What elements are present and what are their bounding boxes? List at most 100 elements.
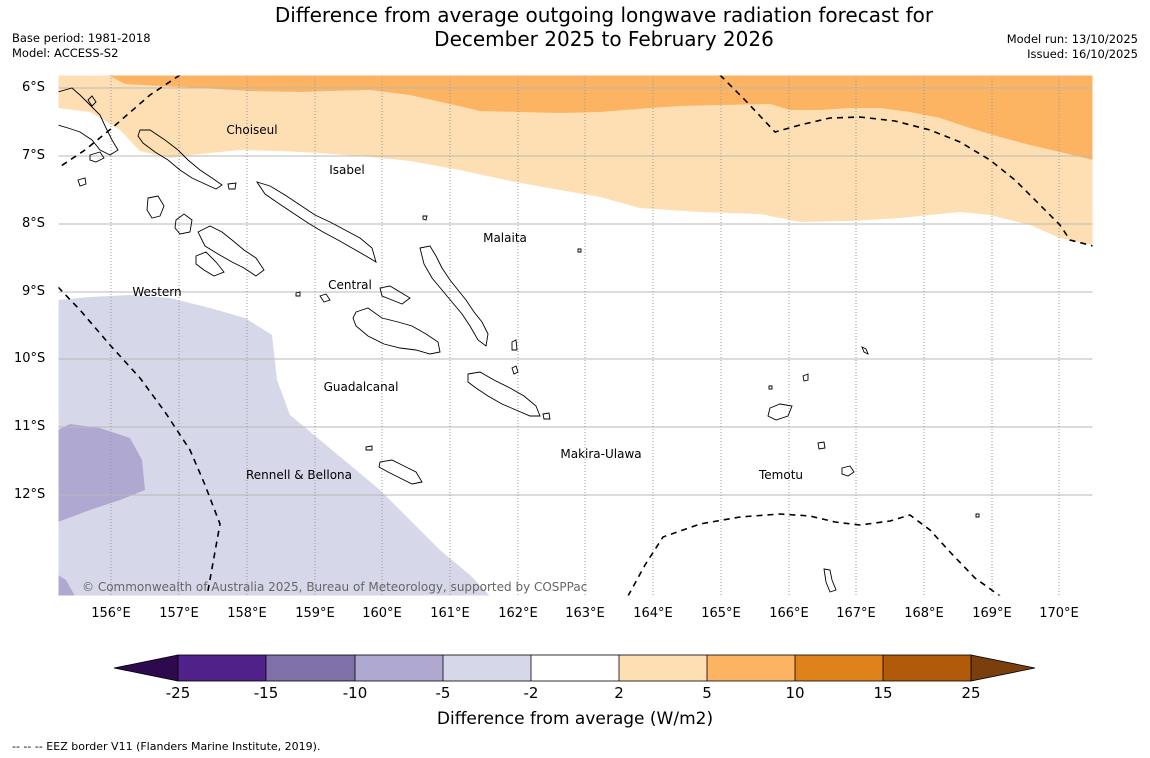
- lon-label: 167°E: [836, 606, 876, 621]
- lon-label: 165°E: [701, 606, 741, 621]
- colorbar-outline: [177, 654, 972, 682]
- colorbar-bin-8: [795, 655, 883, 681]
- copyright-notice: © Commonwealth of Australia 2025, Bureau…: [82, 580, 588, 594]
- lon-label: 158°E: [227, 606, 267, 621]
- lat-label: 7°S: [22, 148, 46, 163]
- colorbar-tick: 10: [785, 684, 805, 702]
- lon-label: 164°E: [633, 606, 673, 621]
- lon-label: 169°E: [972, 606, 1012, 621]
- island-ontong: [422, 215, 428, 221]
- lat-label: 10°S: [14, 351, 46, 366]
- island-vella-lavella: [146, 195, 165, 219]
- eez-borders: [58, 75, 1093, 596]
- region-label-western: Western: [132, 285, 182, 299]
- island-utupua: [817, 441, 826, 450]
- colorbar: [113, 654, 1036, 682]
- lat-label: 11°S: [14, 419, 46, 434]
- shade-negative-10-5: [58, 424, 145, 522]
- island-makira: [467, 371, 541, 417]
- region-label-isabel: Isabel: [329, 163, 365, 177]
- title-line-1: Difference from average outgoing longwav…: [274, 3, 934, 27]
- island-florida: [379, 285, 411, 305]
- lon-label: 157°E: [159, 606, 199, 621]
- island-reef: [802, 373, 809, 382]
- lon-label: 159°E: [295, 606, 335, 621]
- shade-positive-2-5: [58, 75, 1093, 245]
- island-shortlands-2: [77, 177, 87, 187]
- region-label-temotu: Temotu: [758, 468, 804, 482]
- island-kolombangara: [174, 213, 193, 235]
- island-bellona: [365, 445, 373, 451]
- island-guadalcanal: [352, 307, 441, 355]
- colorbar-tick: 2: [614, 684, 624, 702]
- colorbar-tick: -15: [253, 684, 279, 702]
- region-label-central: Central: [328, 278, 372, 292]
- title-line-2: December 2025 to February 2026: [434, 27, 774, 51]
- model-name: Model: ACCESS-S2: [12, 46, 119, 60]
- island-anuta: [975, 513, 980, 518]
- island-bougainville: [58, 87, 119, 156]
- region-label-malaita: Malaita: [483, 231, 527, 245]
- colorbar-tick: 15: [873, 684, 893, 702]
- island-tinakula: [768, 385, 773, 390]
- lon-label: 162°E: [498, 606, 538, 621]
- lon-label: 170°E: [1039, 606, 1079, 621]
- island-vangunu: [195, 251, 225, 277]
- region-label-guadalcanal: Guadalcanal: [323, 380, 399, 394]
- island-choiseul-small: [227, 182, 237, 190]
- lat-label: 12°S: [14, 487, 46, 502]
- island-buka: [87, 95, 97, 107]
- lon-label: 161°E: [430, 606, 470, 621]
- issued-date: Issued: 16/10/2025: [1027, 47, 1138, 61]
- colorbar-bin-3: [355, 655, 443, 681]
- shade-negative-corner: [58, 575, 75, 596]
- island-russell: [295, 291, 301, 297]
- island-new-georgia: [197, 225, 265, 277]
- colorbar-bin-9: [883, 655, 971, 681]
- shade-negative-5-2: [58, 295, 490, 596]
- island-choiseul: [137, 129, 223, 190]
- colorbar-bin-2: [266, 655, 355, 681]
- lat-gridlines: [58, 87, 1093, 496]
- colorbar-bin-5: [531, 655, 619, 681]
- colorbar-tick: -10: [342, 684, 368, 702]
- island-shortlands: [89, 151, 105, 163]
- map-title: Difference from average outgoing longwav…: [0, 3, 1150, 51]
- model-run: Model run: 13/10/2025: [1006, 32, 1138, 46]
- colorbar-bin-4: [443, 655, 531, 681]
- island-santa-ana: [542, 412, 551, 420]
- colorbar-bin-1: [178, 655, 266, 681]
- lon-label: 163°E: [565, 606, 605, 621]
- island-isabel: [255, 181, 377, 263]
- island-vanikoro: [841, 465, 855, 477]
- lat-label: 8°S: [22, 216, 46, 231]
- meta-left: Base period: 1981-2018 Model: ACCESS-S2: [12, 31, 151, 61]
- lat-label: 9°S: [22, 284, 46, 299]
- region-label-rennell-bellona: Rennell & Bellona: [245, 468, 353, 482]
- colorbar-bin-6: [619, 655, 707, 681]
- island-savo: [319, 293, 331, 303]
- colorbar-over-triangle: [970, 654, 1036, 682]
- island-sikaiana: [577, 248, 582, 253]
- island-tikopia: [823, 568, 837, 593]
- colorbar-tick: -5: [435, 684, 451, 702]
- island-small-malaita: [511, 339, 518, 351]
- lon-label: 156°E: [91, 606, 131, 621]
- eez-legend-note: -- -- -- EEZ border V11 (Flanders Marine…: [12, 740, 321, 753]
- map-frame: [57, 74, 1094, 597]
- lon-label: 166°E: [769, 606, 809, 621]
- island-malaita: [419, 245, 489, 347]
- colorbar-tick: 25: [961, 684, 981, 702]
- lon-label: 160°E: [362, 606, 402, 621]
- base-period: Base period: 1981-2018: [12, 31, 151, 45]
- colorbar-tick: -25: [165, 684, 191, 702]
- island-duff: [861, 346, 869, 355]
- colorbar-bin-7: [707, 655, 795, 681]
- colorbar-label: Difference from average (W/m2): [436, 709, 714, 729]
- lat-label: 6°S: [22, 80, 46, 95]
- island-rennell: [378, 459, 423, 485]
- region-label-choiseul: Choiseul: [226, 123, 278, 137]
- island-nendo: [767, 403, 793, 421]
- islands: [58, 87, 980, 593]
